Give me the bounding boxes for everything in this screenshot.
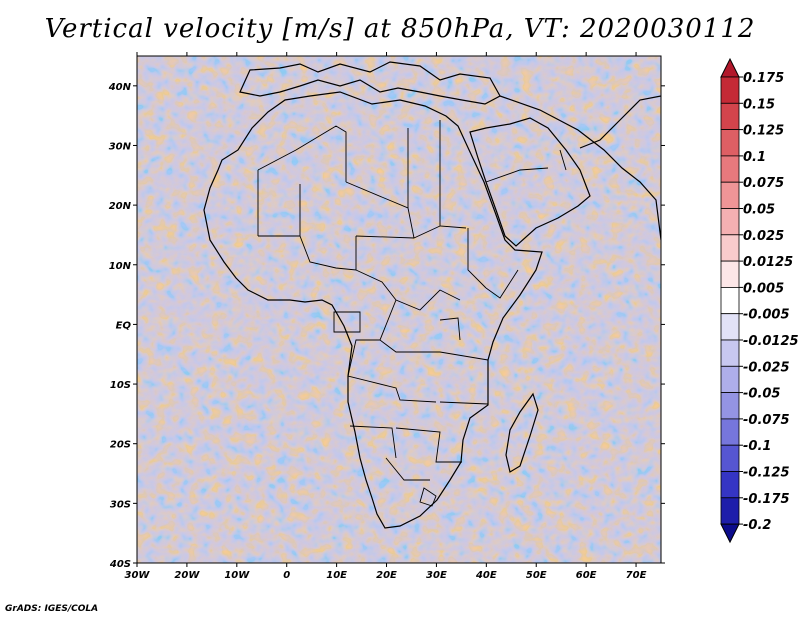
colorbar-label: -0.2 (743, 518, 771, 533)
colorbar-bin (720, 339, 740, 367)
lon-label: 0 (283, 570, 290, 581)
lon-label: 40E (475, 570, 497, 581)
colorbar-bin (720, 155, 740, 183)
lon-label: 20E (376, 570, 397, 581)
coastlines (203, 61, 661, 529)
lat-label: 30N (109, 141, 132, 152)
colorbar-label: 0.025 (743, 229, 784, 244)
colorbar-label: -0.1 (743, 439, 771, 454)
colorbar-bin (720, 471, 740, 499)
colorbar-label: -0.05 (743, 387, 780, 402)
colorbar-bin (720, 260, 740, 288)
latitude-axis: 40N 30N 20N 10N EQ 10S 20S 30S 40S (108, 82, 665, 570)
colorbar-label: 0.05 (743, 203, 775, 218)
colorbar-label: 0.005 (743, 281, 784, 296)
colorbar-bin (720, 418, 740, 446)
colorbar-bin (720, 129, 740, 157)
lat-label: 20N (109, 201, 132, 212)
colorbar-label: 0.15 (743, 97, 775, 112)
madagascar-coastline (505, 392, 539, 473)
lon-label: 70E (626, 570, 647, 581)
credit-text: GrADS: IGES/COLA (5, 604, 99, 614)
colorbar-label: 0.1 (743, 150, 766, 165)
lon-label: 20W (174, 570, 200, 581)
colorbar-bin (720, 313, 740, 341)
lat-label: 20S (110, 440, 131, 451)
lon-label: 10W (224, 570, 250, 581)
colorbar-label: -0.175 (743, 492, 790, 507)
colorbar-bin (720, 76, 740, 104)
lat-label: EQ (116, 320, 132, 331)
colorbar-label: -0.005 (743, 308, 790, 323)
country-borders (257, 120, 567, 507)
colorbar-label: -0.125 (743, 466, 790, 481)
europe-coastline (239, 61, 501, 105)
colorbar-label: 0.0125 (743, 255, 793, 270)
arabia-coastline (469, 117, 591, 247)
lat-label: 30S (110, 499, 131, 510)
lat-label: 10N (109, 261, 132, 272)
map-frame (136, 55, 662, 564)
colorbar-bin (720, 181, 740, 209)
colorbar: 0.175 0.15 0.125 0.1 0.075 0.05 0.025 0.0125 0.0… (720, 57, 799, 544)
lat-label: 40S (109, 559, 131, 570)
colorbar-bin (720, 208, 740, 236)
colorbar-bin (720, 102, 740, 131)
colorbar-label: -0.075 (743, 413, 790, 428)
colorbar-label: 0.125 (743, 124, 784, 139)
colorbar-bottom-arrow (720, 523, 740, 544)
velocity-field (137, 56, 661, 563)
lon-label: 50E (526, 570, 547, 581)
asia-coastline (499, 95, 661, 241)
colorbar-bin (720, 497, 740, 525)
colorbar-bin (720, 286, 740, 315)
colorbar-label: -0.025 (743, 360, 790, 375)
lat-label: 40N (108, 82, 132, 93)
colorbar-bin (720, 365, 740, 393)
lon-label: 60E (576, 570, 597, 581)
colorbar-top-arrow (720, 57, 740, 78)
lon-label: 30E (426, 570, 447, 581)
colorbar-bin (720, 234, 740, 262)
colorbar-label: -0.0125 (743, 334, 799, 349)
lat-label: 10S (110, 380, 131, 391)
colorbar-label: 0.175 (743, 71, 784, 86)
map-title: Vertical velocity [m/s] at 850hPa, VT: 2… (44, 14, 756, 44)
colorbar-bin (720, 444, 740, 472)
colorbar-bin (720, 392, 740, 420)
lon-label: 30W (125, 570, 151, 581)
longitude-axis: 30W 20W 10W 0 10E 20E 30E 40E 50E 60E 70E (125, 52, 647, 581)
colorbar-label: 0.075 (743, 176, 784, 191)
lon-label: 10E (326, 570, 347, 581)
